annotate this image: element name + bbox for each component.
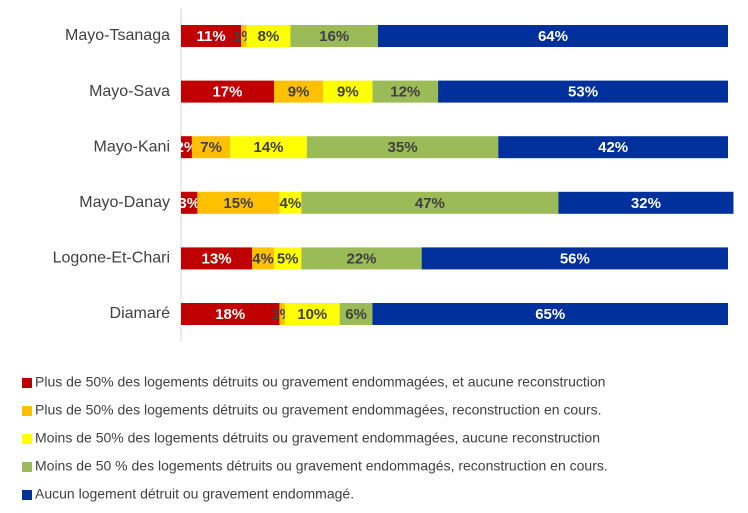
legend-swatch: [22, 462, 32, 472]
legend-swatch: [22, 434, 32, 444]
data-label: 9%: [337, 84, 359, 101]
bar-segment: [558, 191, 734, 214]
bar-segment: [181, 80, 274, 103]
legend-swatch: [22, 490, 32, 500]
bar-segment: [273, 247, 302, 270]
legend-label: Moins de 50% des logements détruits ou g…: [35, 430, 600, 446]
data-label: 7%: [200, 139, 222, 156]
category-label: Diamaré: [110, 305, 171, 322]
bar-segment: [252, 247, 274, 270]
category-label: Mayo-Kani: [94, 138, 170, 155]
bar-segment: [181, 247, 253, 270]
data-label: 14%: [254, 139, 284, 156]
bar-segment: [191, 136, 231, 159]
bar-segment: [306, 136, 499, 159]
category-label: Mayo-Tsanaga: [65, 27, 170, 44]
legend-swatch: [22, 406, 32, 416]
data-label: 16%: [319, 28, 349, 45]
data-label: 5%: [277, 250, 299, 267]
bar-segment: [181, 25, 242, 47]
bar-segment: [339, 303, 373, 325]
category-label: Mayo-Sava: [89, 83, 170, 100]
data-label: 18%: [215, 306, 245, 323]
data-label: 35%: [388, 139, 418, 156]
data-label: 12%: [390, 84, 420, 101]
legend-label: Plus de 50% des logements détruits ou gr…: [35, 374, 605, 390]
data-label: 9%: [288, 84, 310, 101]
data-label: 13%: [202, 250, 232, 267]
bar-segment: [279, 303, 285, 325]
category-label: Logone-Et-Chari: [53, 250, 170, 267]
bar-segment: [372, 80, 439, 103]
data-label: 4%: [252, 250, 274, 267]
legend-swatch: [22, 378, 32, 388]
data-label: 47%: [415, 195, 445, 212]
data-label: 15%: [223, 195, 253, 212]
bar-segment: [301, 191, 559, 214]
bar-segment: [421, 247, 728, 270]
data-label: 32%: [631, 195, 661, 212]
data-label: 53%: [568, 84, 598, 101]
bar-segment: [197, 191, 280, 214]
bar-segment: [323, 80, 373, 103]
data-label: 2%: [176, 139, 198, 156]
data-label: 10%: [297, 306, 327, 323]
data-label: 8%: [258, 28, 280, 45]
data-label: 4%: [280, 195, 302, 212]
bar-segment: [279, 191, 302, 214]
bar-segment: [230, 136, 307, 159]
bar-segment: [372, 303, 728, 325]
data-label: 17%: [212, 84, 242, 101]
data-label: 65%: [535, 306, 565, 323]
data-label: 56%: [560, 250, 590, 267]
data-label: 3%: [178, 195, 200, 212]
bar-segment: [246, 25, 291, 47]
data-label: 22%: [346, 250, 376, 267]
bar-segment: [241, 25, 247, 47]
bar-segment: [273, 80, 324, 103]
data-label: 42%: [598, 139, 628, 156]
legend-label: Moins de 50 % des logements détruits ou …: [35, 458, 608, 474]
bar-segment: [290, 25, 378, 47]
data-label: 6%: [345, 306, 367, 323]
data-label: 64%: [538, 28, 568, 45]
legend-label: Plus de 50% des logements détruits ou gr…: [35, 402, 602, 418]
data-label: 11%: [196, 28, 225, 45]
bar-segment: [301, 247, 422, 270]
bar-segment: [181, 191, 198, 214]
category-label: Mayo-Danay: [79, 194, 170, 211]
bar-segment: [181, 303, 280, 325]
bar-segment: [181, 136, 192, 159]
legend-label: Aucun logement détruit ou gravement endo…: [35, 486, 354, 502]
bar-segment: [498, 136, 728, 159]
bar-segment: [438, 80, 728, 103]
bar-segment: [377, 25, 728, 47]
bar-segment: [284, 303, 340, 325]
